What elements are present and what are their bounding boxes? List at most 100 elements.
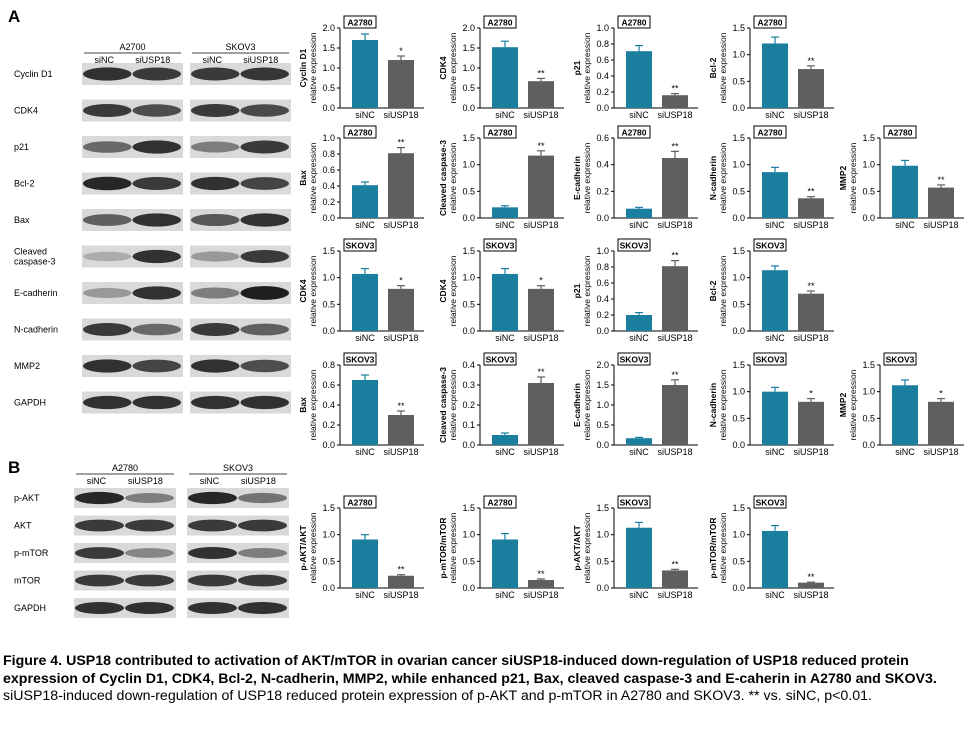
cell-tag: SKOV3: [617, 352, 651, 366]
blot-row-label: mTOR: [14, 576, 41, 586]
blot-row-label: Cleaved caspase-3: [14, 247, 56, 267]
cell-tag-box: [753, 352, 787, 366]
y-tick-label: 0.2: [322, 420, 335, 430]
significance-label: **: [397, 565, 405, 575]
y-tick-label: 0.5: [462, 556, 475, 566]
x-tick-label: siNC: [765, 110, 785, 120]
y-axis-label-2: relative expression: [448, 369, 458, 440]
bar: [626, 51, 652, 108]
cell-tag-box: [343, 15, 377, 29]
x-tick-label: siUSP18: [793, 220, 828, 230]
y-tick-label: 0.2: [462, 400, 475, 410]
cell-tag-box: [753, 238, 787, 252]
cell-tag: SKOV3: [343, 238, 377, 252]
bar-chart: 0.0 0.5 1.0 1.5 SKOV3 p-AKT/AKT relative expre…: [572, 495, 698, 600]
blot-band: [240, 250, 289, 263]
blot-band: [191, 251, 240, 262]
cell-tag: SKOV3: [483, 352, 517, 366]
y-tick-label: 0.0: [596, 326, 609, 336]
significance-label: **: [671, 84, 679, 94]
cell-tag: SKOV3: [343, 352, 377, 366]
blot-band: [75, 519, 124, 532]
caption-body: siUSP18-induced down-regulation of USP18…: [3, 688, 872, 704]
cell-tag-label: A2780: [487, 128, 512, 138]
cell-tag-label: SKOV3: [886, 355, 915, 365]
x-tick-label: siNC: [765, 590, 785, 600]
cell-tag-box: [343, 238, 377, 252]
y-axis-label: MMP2: [838, 165, 848, 190]
y-tick-label: 0.4: [596, 71, 609, 81]
cell-tag-label: A2780: [621, 128, 646, 138]
blot-band: [132, 104, 181, 117]
bar: [762, 270, 788, 331]
y-tick-label: 0.5: [732, 76, 745, 86]
blot-row-label: p-mTOR: [14, 548, 49, 558]
bar-chart: 0.0 0.2 0.4 0.6 0.8 1.0 SKOV3 p21 relative expre…: [572, 238, 698, 343]
bar: [662, 95, 688, 108]
y-axis-label-2: relative expression: [582, 255, 592, 326]
y-axis-label: MMP2: [838, 392, 848, 417]
y-tick-label: 1.0: [732, 530, 745, 540]
blot-row-label: p21: [14, 142, 29, 152]
y-axis-label-2: relative expression: [848, 142, 858, 213]
significance-label: **: [537, 569, 545, 579]
y-tick-label: 1.5: [596, 380, 609, 390]
cell-tag-label: SKOV3: [346, 355, 375, 365]
blot-band: [240, 359, 289, 373]
blot-band: [240, 140, 289, 154]
x-tick-label: siNC: [355, 447, 375, 457]
y-tick-label: 0.4: [596, 294, 609, 304]
cell-tag-box: [617, 238, 651, 252]
x-tick-label: siUSP18: [523, 333, 558, 343]
x-tick-label: siNC: [355, 590, 375, 600]
cell-tag-label: SKOV3: [486, 241, 515, 251]
significance-label: **: [671, 141, 679, 151]
x-tick-label: siUSP18: [657, 110, 692, 120]
y-tick-label: 0.4: [322, 400, 335, 410]
y-tick-label: 1.5: [732, 360, 745, 370]
y-axis-label: p-mTOR/mTOR: [708, 517, 718, 578]
cell-tag-label: A2780: [757, 128, 782, 138]
y-tick-label: 2.0: [322, 23, 335, 33]
cell-tag: A2780: [483, 125, 517, 139]
y-axis-label-2: relative expression: [582, 369, 592, 440]
blot-band: [240, 104, 289, 117]
bar: [762, 43, 788, 108]
y-tick-label: 1.5: [462, 246, 475, 256]
bar: [492, 539, 518, 588]
blot-row-label: GAPDH: [14, 603, 46, 613]
y-axis-label: Cleaved caspase-3: [438, 367, 448, 443]
bar: [928, 187, 954, 218]
x-tick-label: siNC: [765, 447, 785, 457]
bar-chart: 0.0 0.2 0.4 0.6 0.8 SKOV3 Bax relative expressi…: [298, 352, 424, 457]
blot-band: [238, 548, 287, 558]
blot-band: [238, 492, 287, 504]
bar: [388, 60, 414, 108]
cell-tag-label: A2780: [757, 18, 782, 28]
y-axis-label: p-mTOR/mTOR: [438, 517, 448, 578]
blot-band: [188, 601, 237, 615]
cell-tag-box: [617, 495, 651, 509]
blot-band: [240, 286, 289, 300]
y-axis-label: p21: [572, 60, 582, 75]
y-tick-label: 0.0: [462, 103, 475, 113]
y-tick-label: 1.0: [732, 273, 745, 283]
significance-label: **: [671, 251, 679, 261]
y-tick-label: 0.5: [322, 556, 335, 566]
significance-label: **: [671, 370, 679, 380]
y-tick-label: 0.6: [596, 55, 609, 65]
bar-chart: 0.0 0.5 1.0 1.5 2.0 A2780 CDK4 relative express…: [438, 15, 564, 120]
y-tick-label: 0.0: [732, 326, 745, 336]
blot-row-label: Cyclin D1: [14, 69, 53, 79]
bar: [626, 208, 652, 218]
cell-tag-box: [617, 352, 651, 366]
bar-chart: 0.0 0.5 1.0 1.5 A2780 p-AKT/AKT relative expre…: [298, 495, 424, 600]
bar: [352, 539, 378, 588]
y-tick-label: 0.6: [322, 165, 335, 175]
significance-label: **: [807, 281, 815, 291]
x-tick-label: siUSP18: [793, 110, 828, 120]
x-tick-label: siNC: [895, 447, 915, 457]
cell-tag: A2780: [343, 125, 377, 139]
blot-band: [83, 287, 132, 299]
blot-band: [83, 359, 132, 373]
